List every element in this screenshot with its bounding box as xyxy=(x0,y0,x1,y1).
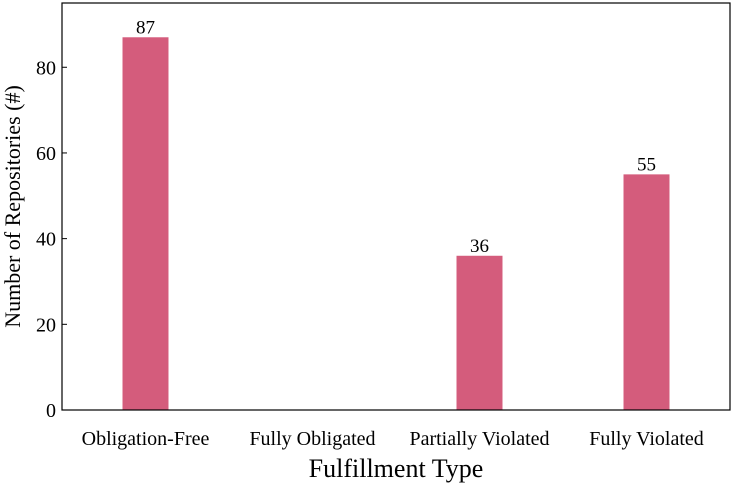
plot-frame xyxy=(61,2,731,411)
x-axis: Obligation-Free Fully Obligated Partially … xyxy=(82,428,704,450)
data-label: 55 xyxy=(637,154,656,175)
y-tick-label: 0 xyxy=(46,400,56,422)
x-tick-label: Obligation-Free xyxy=(82,428,210,450)
y-tick-label: 80 xyxy=(36,57,56,79)
x-tick-label: Fully Violated xyxy=(589,428,704,450)
y-tick-label: 20 xyxy=(36,314,56,336)
y-axis-title: Number of Repositories (#) xyxy=(0,85,25,328)
x-tick-label: Fully Obligated xyxy=(249,428,375,450)
bar-obligation-free xyxy=(122,37,169,411)
data-label: 36 xyxy=(470,236,489,257)
x-axis-title: Fulfillment Type xyxy=(309,454,484,483)
y-axis: 0 20 40 60 80 xyxy=(36,57,67,422)
bar-fully-violated xyxy=(623,174,670,410)
plot-area: 87 36 55 xyxy=(122,17,670,411)
data-label: 87 xyxy=(136,17,155,38)
y-tick-label: 60 xyxy=(36,143,56,165)
bar-partially-violated xyxy=(456,255,503,410)
y-tick-label: 40 xyxy=(36,229,56,251)
x-tick-label: Partially Violated xyxy=(409,428,549,450)
